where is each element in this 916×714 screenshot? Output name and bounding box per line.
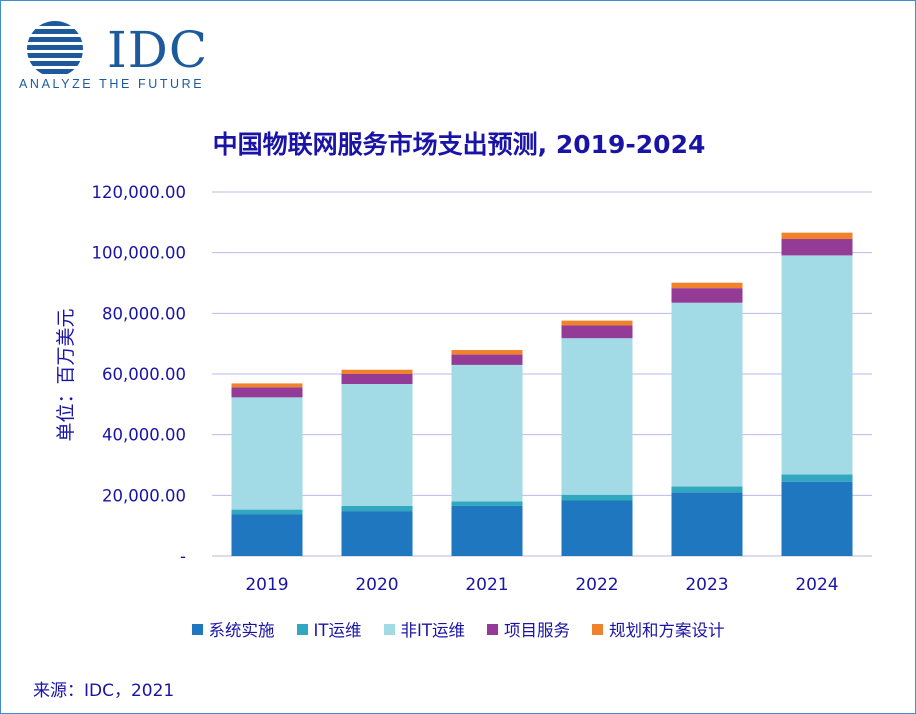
legend-label: 规划和方案设计 xyxy=(608,621,725,640)
y-tick-label: 20,000.00 xyxy=(102,486,186,505)
y-tick-label: 120,000.00 xyxy=(92,183,186,202)
idc-logo: IDC ANALYZE THE FUTURE xyxy=(17,19,217,93)
bar-segment xyxy=(671,282,743,289)
bar-segment xyxy=(341,374,413,385)
bar-segment xyxy=(781,255,853,475)
bar-segment xyxy=(781,474,853,482)
x-tick-label: 2020 xyxy=(355,575,398,595)
bar-segment xyxy=(231,387,303,398)
bar-segment xyxy=(231,514,303,556)
bar-segment xyxy=(341,369,413,374)
x-tick-label: 2023 xyxy=(685,575,728,595)
legend-item: 规划和方案设计 xyxy=(591,617,725,641)
chart-legend: 系统实施 IT运维 非IT运维 项目服务 规划和方案设计 xyxy=(0,617,916,641)
legend-item: IT运维 xyxy=(296,617,362,641)
source-note: 来源：IDC，2021 xyxy=(33,681,175,701)
chart-title: 中国物联网服务市场支出预测, 2019-2024 xyxy=(212,130,706,159)
bar-segment xyxy=(781,239,853,256)
bar-segment xyxy=(451,354,523,365)
y-axis-label: 单位：百万美元 xyxy=(55,308,77,441)
bar-segment xyxy=(451,350,523,355)
bar-segment xyxy=(231,383,303,388)
bar-segment xyxy=(671,288,743,303)
bar-segment xyxy=(781,232,853,240)
legend-item: 系统实施 xyxy=(191,617,275,641)
bar-segment xyxy=(561,320,633,326)
legend-swatch xyxy=(591,623,603,635)
globe-icon xyxy=(27,21,83,74)
bar-segment xyxy=(451,364,523,502)
bar-segment xyxy=(451,505,523,556)
x-tick-label: 2021 xyxy=(465,575,508,595)
bar-segment xyxy=(561,494,633,501)
legend-item: 非IT运维 xyxy=(383,617,465,641)
y-tick-label: 100,000.00 xyxy=(92,244,186,263)
y-tick-label: 60,000.00 xyxy=(102,365,186,384)
legend-swatch xyxy=(383,623,395,635)
legend-swatch xyxy=(296,623,308,635)
bar-segment xyxy=(561,325,633,339)
bar-segment xyxy=(341,511,413,556)
x-tick-label: 2022 xyxy=(575,575,618,595)
bar-segment xyxy=(671,492,743,556)
x-tick-label: 2019 xyxy=(245,575,288,595)
bar-segment xyxy=(341,505,413,512)
y-tick-label: 80,000.00 xyxy=(102,304,186,323)
logo-wordmark: IDC xyxy=(107,21,209,79)
bar-segment xyxy=(671,302,743,487)
legend-label: 项目服务 xyxy=(503,621,570,640)
legend-label: 非IT运维 xyxy=(400,621,465,640)
bar-segment xyxy=(231,397,303,510)
x-tick-label: 2024 xyxy=(795,575,838,595)
bar-segment xyxy=(561,338,633,495)
legend-label: IT运维 xyxy=(313,621,362,640)
bar-segment xyxy=(341,384,413,506)
bar-segment xyxy=(451,501,523,506)
bar-segment xyxy=(561,500,633,556)
bar-segment xyxy=(671,486,743,493)
y-tick-label: 40,000.00 xyxy=(102,426,186,445)
bar-segment xyxy=(781,481,853,556)
legend-item: 项目服务 xyxy=(486,617,570,641)
logo-tagline: ANALYZE THE FUTURE xyxy=(19,77,205,91)
y-tick-label: - xyxy=(180,547,186,566)
legend-label: 系统实施 xyxy=(208,621,275,640)
bar-segment xyxy=(231,509,303,515)
legend-swatch xyxy=(486,623,498,635)
legend-swatch xyxy=(191,623,203,635)
